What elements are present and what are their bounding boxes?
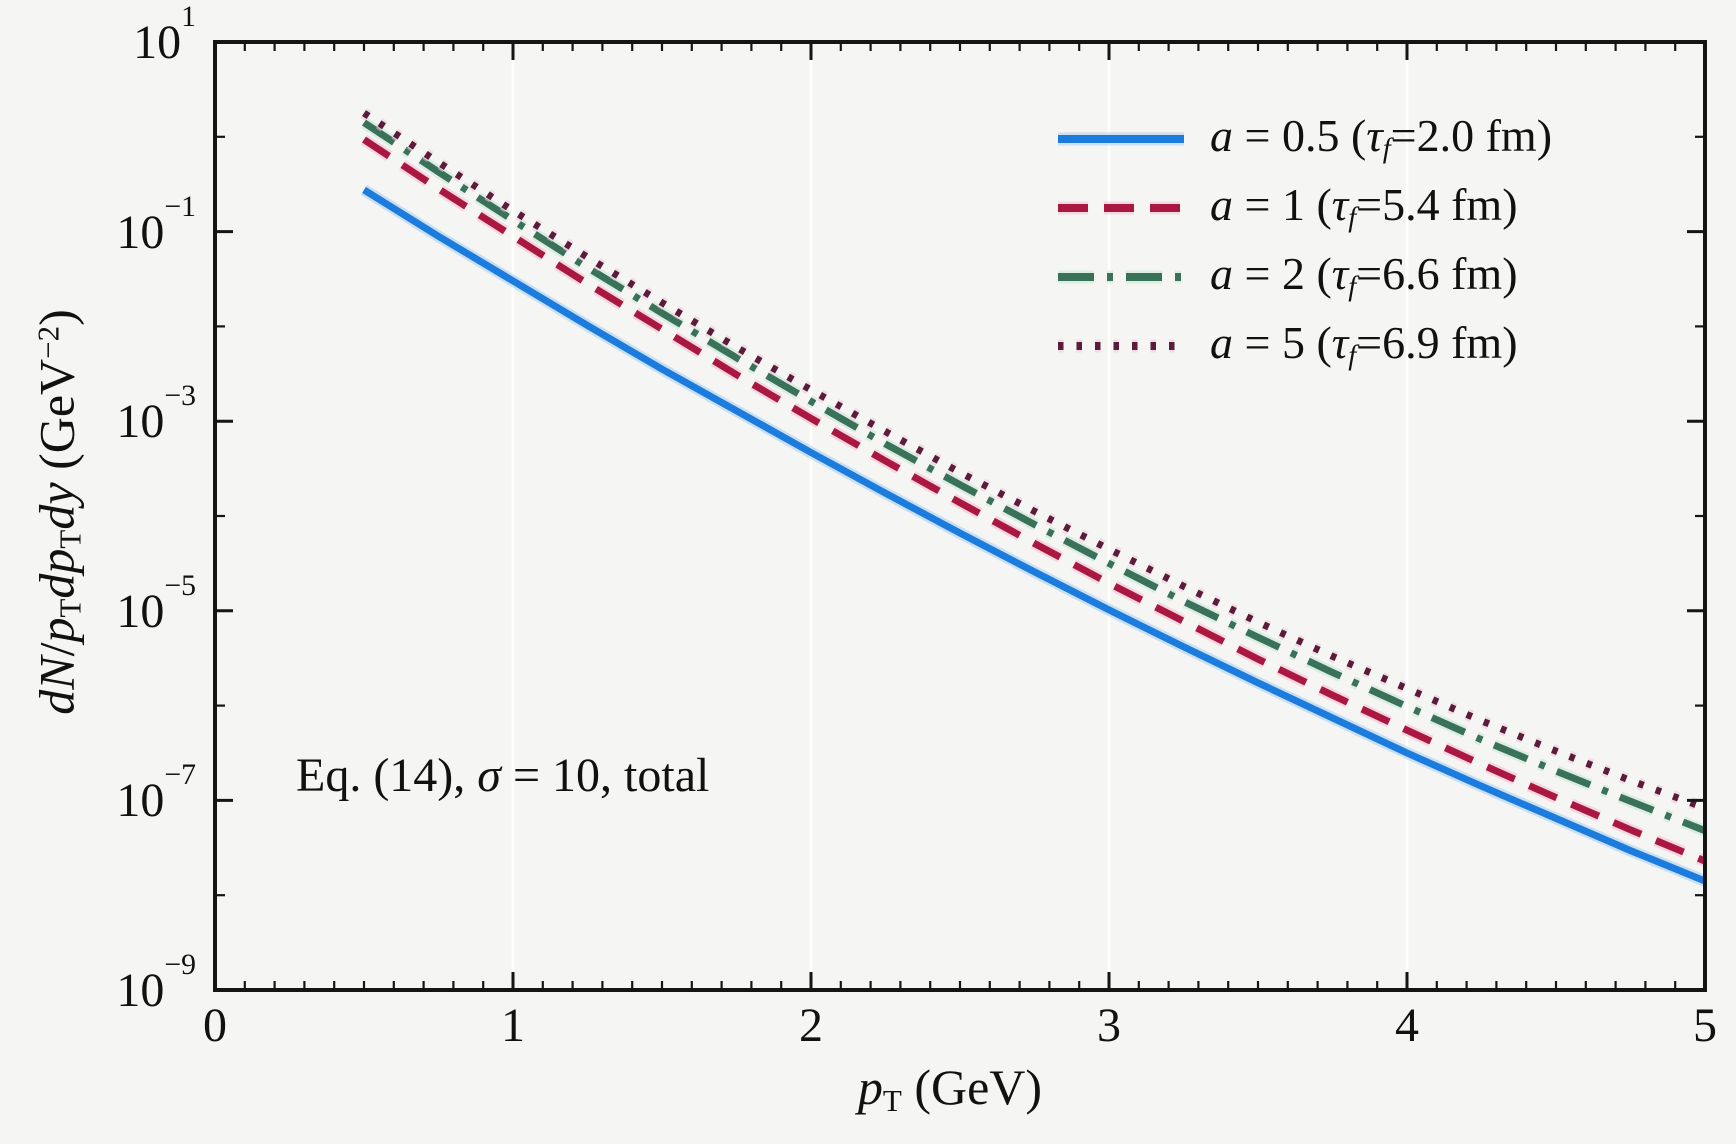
legend-item: a = 1 (τf=5.4 fm) [1056, 173, 1552, 242]
x-tick-label: 4 [1395, 999, 1419, 1052]
legend-line-sample [1058, 270, 1184, 283]
y-tick-label: 10−3 [116, 379, 196, 448]
y-tick-label: 10−1 [116, 190, 196, 259]
x-axis-title: pT (GeV) [857, 1059, 1043, 1118]
legend-line-sample [1058, 339, 1184, 352]
x-tick-label: 1 [501, 999, 525, 1052]
legend-label: a = 5 (τf=6.9 fm) [1210, 317, 1518, 372]
legend-item: a = 2 (τf=6.6 fm) [1056, 242, 1552, 311]
series-line-1 [362, 136, 1705, 865]
x-tick-label: 0 [203, 999, 227, 1052]
y-axis-title: dN/pTdpTdy (GeV−2) [28, 309, 88, 715]
y-tick-label: 10−9 [116, 948, 196, 1017]
series-line-0 [362, 186, 1705, 885]
legend-line-sample [1058, 132, 1184, 145]
legend-item: a = 5 (τf=6.9 fm) [1056, 311, 1552, 380]
legend-label: a = 2 (τf=6.6 fm) [1210, 248, 1518, 303]
annotation: Eq. (14), σ = 10, total [296, 749, 710, 802]
legend-item: a = 0.5 (τf=2.0 fm) [1056, 104, 1552, 173]
y-tick-label: 10−5 [116, 569, 196, 638]
legend-label: a = 1 (τf=5.4 fm) [1210, 179, 1518, 234]
series-line-2 [362, 119, 1705, 834]
x-tick-label: 2 [799, 999, 823, 1052]
legend-label: a = 0.5 (τf=2.0 fm) [1210, 110, 1553, 165]
x-tick-label: 3 [1097, 999, 1121, 1052]
series-line-3 [362, 110, 1705, 812]
y-tick-label: 101 [133, 0, 196, 69]
x-tick-label: 5 [1693, 999, 1717, 1052]
legend: a = 0.5 (τf=2.0 fm) a = 1 (τf=5.4 fm) a … [1056, 104, 1552, 380]
y-tick-label: 10−7 [116, 758, 196, 827]
legend-line-sample [1058, 201, 1184, 214]
